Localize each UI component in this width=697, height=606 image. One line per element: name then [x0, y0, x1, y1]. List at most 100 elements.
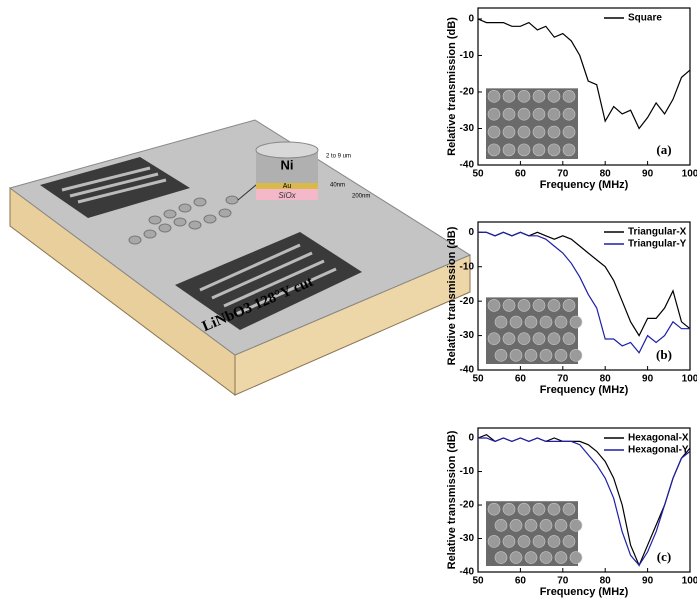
- x-tick-label: 80: [600, 169, 612, 180]
- inset-dot: [502, 502, 516, 516]
- inset-dot: [517, 299, 531, 312]
- x-tick-label: 70: [557, 576, 569, 587]
- siox-label: SiOx: [278, 191, 296, 200]
- y-tick-label: -30: [460, 330, 475, 341]
- inset-dot: [517, 107, 531, 121]
- y-tick-label: -20: [460, 87, 475, 98]
- x-axis-title: Frequency (MHz): [540, 384, 629, 396]
- inset-dot: [524, 519, 538, 532]
- inset-dot: [502, 299, 516, 312]
- inset-dot: [569, 315, 583, 329]
- y-axis-title: Relative transmission (dB): [446, 430, 458, 569]
- idt-right: [175, 232, 362, 330]
- inset-dot: [502, 332, 516, 345]
- plot-frame: [477, 221, 691, 371]
- inset-dot: [539, 551, 553, 564]
- inset-dot: [487, 125, 501, 139]
- panel-label: (b): [656, 347, 672, 362]
- inset-dot: [532, 143, 546, 157]
- inset-dot: [517, 502, 531, 516]
- inset-dot: [532, 502, 546, 516]
- inset-dot: [547, 143, 561, 157]
- inset-dot: [547, 502, 561, 516]
- inset-dot: [487, 502, 501, 516]
- inset-dot: [554, 315, 568, 329]
- x-tick-label: 50: [472, 576, 484, 587]
- inset-dot: [562, 125, 576, 139]
- inset-dot: [524, 551, 538, 564]
- inset-dot: [562, 143, 576, 157]
- inset-dot: [547, 535, 561, 548]
- inset-dot: [547, 332, 561, 345]
- inset-dot: [524, 349, 538, 362]
- ni-label: Ni: [281, 157, 294, 172]
- series-line: [478, 231, 690, 354]
- inset-dot: [524, 315, 538, 329]
- inset-dot: [569, 551, 583, 564]
- inset-dot: [562, 107, 576, 121]
- siox-layer: [256, 188, 318, 200]
- inset-dot: [502, 535, 516, 548]
- x-axis-title: Frequency (MHz): [540, 179, 629, 191]
- inset-dot: [509, 551, 523, 564]
- x-tick-label: 90: [642, 576, 654, 587]
- siox-note: 200nm: [352, 194, 370, 200]
- y-tick-label: -10: [460, 466, 475, 477]
- inset-dot: [554, 551, 568, 564]
- inset-dot: [547, 107, 561, 121]
- x-tick-label: 100: [682, 576, 697, 587]
- inset-dot: [487, 299, 501, 312]
- inset-dot: [494, 551, 508, 564]
- inset-dot: [547, 125, 561, 139]
- x-tick-label: 100: [682, 169, 697, 180]
- inset-dot: [569, 349, 583, 362]
- panel-label: (c): [657, 549, 671, 564]
- inset-dot: [547, 299, 561, 312]
- inset-dot: [502, 125, 516, 139]
- inset-dot: [517, 535, 531, 548]
- x-tick-label: 70: [557, 169, 569, 180]
- y-tick-label: 0: [468, 433, 474, 444]
- inset-dot: [562, 332, 576, 345]
- x-axis-title: Frequency (MHz): [540, 586, 629, 598]
- x-tick-label: 60: [515, 576, 527, 587]
- legend-label: Hexagonal-Y: [628, 445, 689, 456]
- x-tick-label: 50: [472, 374, 484, 385]
- y-tick-label: -10: [460, 261, 475, 272]
- inset-dot: [532, 535, 546, 548]
- x-tick-label: 90: [642, 374, 654, 385]
- inset-dot: [509, 349, 523, 362]
- y-tick-label: -40: [460, 567, 475, 578]
- legend-label: Hexagonal-X: [628, 433, 689, 444]
- inset-dot: [539, 315, 553, 329]
- inset-dot: [532, 107, 546, 121]
- inset-dot: [509, 315, 523, 329]
- legend-label: Square: [628, 13, 662, 24]
- x-tick-label: 60: [515, 169, 527, 180]
- inset-dot: [569, 519, 583, 532]
- inset-dot: [539, 519, 553, 532]
- series-line: [478, 437, 691, 567]
- x-tick-label: 80: [600, 576, 612, 587]
- x-tick-label: 90: [642, 169, 654, 180]
- au-label: Au: [283, 183, 292, 190]
- x-tick-label: 60: [515, 374, 527, 385]
- inset-dot: [502, 143, 516, 157]
- au-note: 40nm: [330, 183, 345, 189]
- y-tick-label: -20: [460, 296, 475, 307]
- x-tick-label: 50: [472, 169, 484, 180]
- panel-label: (a): [656, 142, 671, 157]
- inset-dot: [532, 90, 546, 103]
- y-tick-label: -40: [460, 365, 475, 376]
- y-tick-label: -20: [460, 500, 475, 511]
- y-tick-label: -10: [460, 50, 475, 61]
- inset-dot: [562, 90, 576, 103]
- idt-left: [40, 157, 190, 218]
- inset-dot: [532, 125, 546, 139]
- device-diagram: Ni Au SiOx 2 to 9 um 40nm 200nm LiNbO3 1…: [8, 119, 472, 397]
- inset-dot: [539, 349, 553, 362]
- inset-dot: [494, 519, 508, 532]
- inset-dot: [509, 519, 523, 532]
- inset-dot: [494, 315, 508, 329]
